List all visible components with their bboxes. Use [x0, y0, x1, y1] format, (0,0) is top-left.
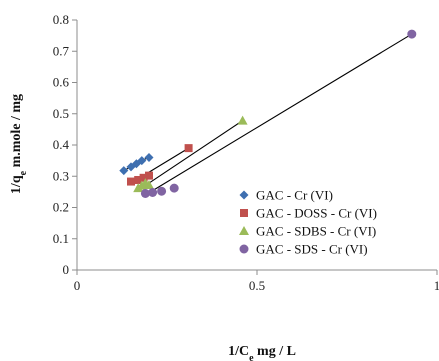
x-tick-label: 0.5 [249, 278, 265, 293]
y-tick-label: 0.3 [53, 168, 69, 183]
legend-label: GAC - Cr (VI) [256, 188, 333, 203]
data-point [119, 166, 129, 176]
data-point [184, 144, 193, 153]
data-point [148, 188, 158, 197]
data-point [169, 183, 179, 193]
y-tick-label: 0.8 [53, 12, 69, 27]
y-tick-label: 0 [63, 262, 70, 277]
y-axis-title: 1/qe m.mole / mg [9, 94, 29, 194]
data-point [145, 171, 153, 180]
data-point [137, 156, 147, 166]
legend-marker [239, 226, 249, 235]
trendline [137, 120, 243, 191]
x-tick-label: 1 [434, 278, 439, 293]
data-point [139, 173, 148, 182]
data-point [134, 176, 143, 184]
y-tick-label: 0.4 [53, 137, 70, 152]
x-tick-label: 0 [74, 278, 81, 293]
trendline [145, 33, 413, 196]
data-point [237, 115, 248, 125]
legend-label: GAC - DOSS - Cr (VI) [256, 206, 377, 221]
y-tick-label: 0.1 [53, 231, 69, 246]
legend-label: GAC - SDBS - Cr (VI) [256, 224, 376, 239]
data-point [144, 180, 154, 189]
y-tick-label: 0.5 [53, 106, 69, 121]
data-point [127, 177, 135, 186]
data-point [144, 153, 154, 162]
data-point [157, 186, 167, 196]
x-axis-title: 1/Ce mg / L [228, 344, 296, 361]
y-tick-label: 0.7 [53, 43, 70, 58]
legend-label: GAC - SDS - Cr (VI) [256, 242, 368, 257]
plot-area: 0 0.1 0.2 0.3 0.4 0.5 0.6 0.7 0.8 0 0.5 1 [53, 12, 439, 293]
legend-marker [239, 244, 249, 254]
legend-marker [239, 190, 249, 200]
y-tick-label: 0.6 [53, 75, 70, 90]
data-point [140, 188, 150, 198]
data-point [407, 29, 417, 39]
legend: GAC - Cr (VI) GAC - DOSS - Cr (VI) GAC - S… [239, 188, 377, 257]
legend-marker [240, 209, 248, 217]
y-tick-label: 0.2 [53, 200, 69, 215]
